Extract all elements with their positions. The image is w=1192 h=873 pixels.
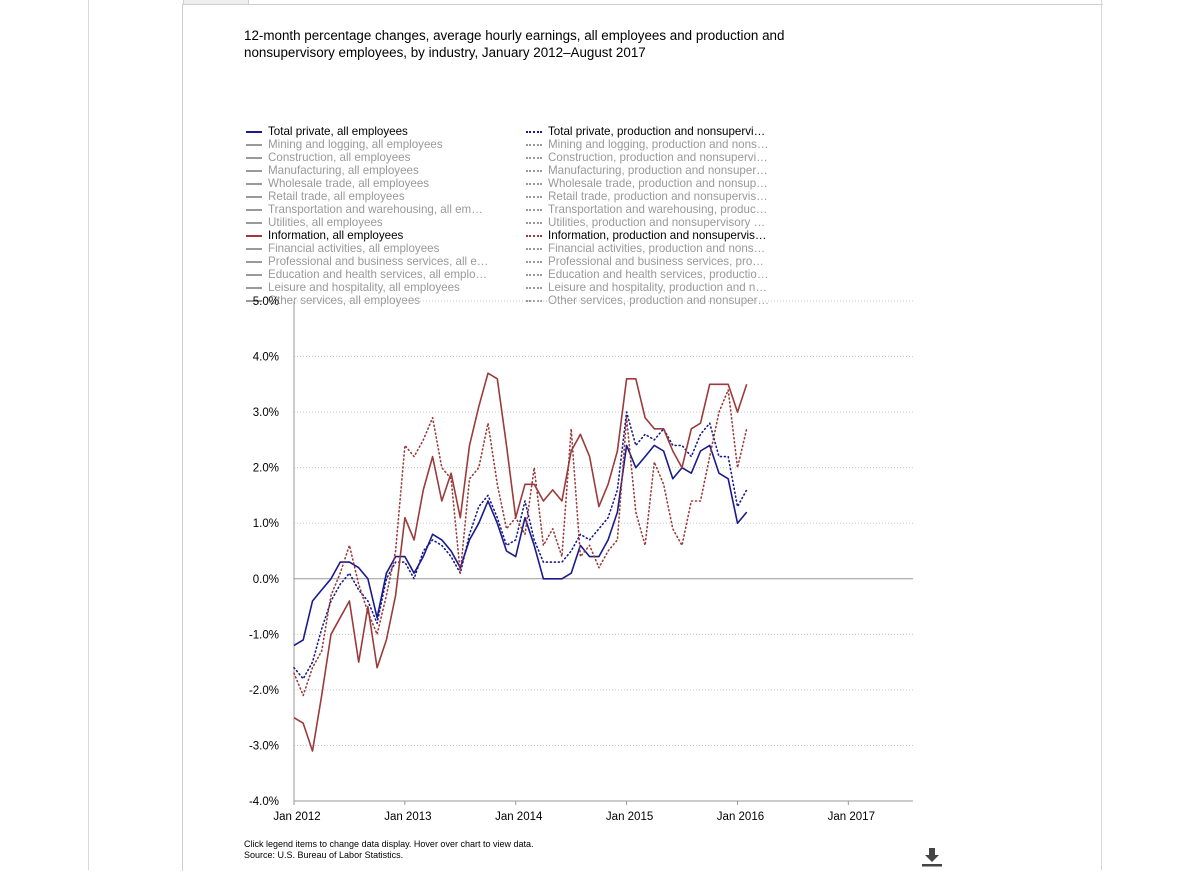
legend-swatch (246, 300, 262, 302)
chart-title: 12-month percentage changes, average hou… (244, 28, 785, 60)
download-icon (922, 848, 942, 867)
legend-swatch (246, 248, 262, 250)
chart-panel (182, 4, 1103, 871)
outer-frame-left (88, 0, 89, 870)
legend-label: Utilities, all employees (268, 216, 383, 229)
legend-label: Construction, all employees (268, 151, 411, 164)
series-line-0 (293, 444, 748, 647)
legend-swatch (526, 131, 542, 133)
y-tick-label: -1.0% (249, 629, 279, 641)
legend-label: Education and health services, productio… (548, 268, 769, 281)
footnote-instructions: Click legend items to change data displa… (244, 839, 534, 849)
outer-frame-right (1101, 0, 1102, 870)
legend-label: Retail trade, all employees (268, 190, 405, 203)
y-tick-label: -3.0% (249, 740, 279, 752)
legend-swatch (526, 261, 542, 263)
y-tick-label: -2.0% (249, 685, 279, 697)
legend-swatch (246, 131, 262, 133)
legend-swatch (526, 274, 542, 276)
y-tick-label: -4.0% (249, 796, 279, 808)
legend-swatch (246, 144, 262, 146)
y-tick-label: 0.0% (253, 574, 279, 586)
legend-label: Mining and logging, all employees (268, 138, 443, 151)
legend-swatch (526, 209, 542, 211)
footnote-source: Source: U.S. Bureau of Labor Statistics. (244, 850, 404, 860)
x-tick-label: Jan 2013 (384, 811, 431, 823)
legend-swatch (526, 196, 542, 198)
legend-label: Total private, production and nonsupervi… (548, 125, 766, 138)
legend-swatch (246, 235, 262, 237)
y-tick-label: 3.0% (253, 407, 279, 419)
legend-swatch (526, 235, 542, 237)
legend-swatch (526, 222, 542, 224)
legend-label: Professional and business services, pro… (548, 255, 764, 268)
legend-swatch (246, 209, 262, 211)
x-tick-label: Jan 2017 (828, 811, 875, 823)
legend-label: Construction, production and nonsupervi… (548, 151, 768, 164)
y-tick-label: 1.0% (253, 518, 279, 530)
legend-swatch (246, 261, 262, 263)
legend-swatch (246, 196, 262, 198)
series-line-1 (293, 411, 748, 680)
legend-swatch (526, 183, 542, 185)
legend-label: Other services, production and nonsuper… (548, 294, 770, 307)
legend-swatch (526, 248, 542, 250)
legend-label: Manufacturing, production and nonsuper… (548, 164, 768, 177)
download-button[interactable] (921, 846, 943, 868)
legend-label: Utilities, production and nonsupervisory… (548, 216, 766, 229)
legend-swatch (526, 144, 542, 146)
legend-label: Retail trade, production and nonsupervis… (548, 190, 768, 203)
legend-label: Financial activities, production and non… (548, 242, 766, 255)
legend-label: Transportation and warehousing, all em… (268, 203, 483, 216)
legend-swatch (526, 287, 542, 289)
legend-label: Financial activities, all employees (268, 242, 440, 255)
x-tick-label: Jan 2014 (495, 811, 543, 823)
series-line-2 (293, 372, 748, 752)
series-line-3 (293, 389, 748, 697)
legend-swatch (526, 157, 542, 159)
legend-label: Total private, all employees (268, 125, 408, 138)
legend-label: Mining and logging, production and nons… (548, 138, 769, 151)
x-tick-label: Jan 2016 (717, 811, 764, 823)
legend-label: Wholesale trade, all employees (268, 177, 430, 190)
x-tick-label: Jan 2015 (606, 811, 653, 823)
chart-footnote: Click legend items to change data displa… (244, 839, 533, 861)
legend-label: Information, all employees (268, 229, 404, 242)
legend-label: Other services, all employees (268, 294, 421, 307)
legend-label: Transportation and warehousing, produc… (548, 203, 768, 216)
legend-label: Information, production and nonsupervis… (548, 229, 767, 242)
legend-swatch (246, 274, 262, 276)
y-tick-label: 2.0% (253, 463, 279, 475)
legend-label: Leisure and hospitality, all employees (268, 281, 460, 294)
x-tick-label: Jan 2012 (273, 811, 320, 823)
legend-swatch (246, 183, 262, 185)
legend-swatch (246, 222, 262, 224)
legend-swatch (246, 157, 262, 159)
legend-label: Wholesale trade, production and nonsup… (548, 177, 768, 190)
legend-label: Education and health services, all emplo… (268, 268, 488, 281)
legend-swatch (526, 170, 542, 172)
legend-swatch (246, 287, 262, 289)
legend-label: Leisure and hospitality, production and … (548, 281, 767, 294)
y-tick-label: 5.0% (253, 296, 279, 308)
panel-tab[interactable] (183, 0, 249, 5)
legend-swatch (246, 170, 262, 172)
legend-label: Professional and business services, all … (268, 255, 489, 268)
legend-label: Manufacturing, all employees (268, 164, 419, 177)
y-tick-label: 4.0% (253, 352, 279, 364)
